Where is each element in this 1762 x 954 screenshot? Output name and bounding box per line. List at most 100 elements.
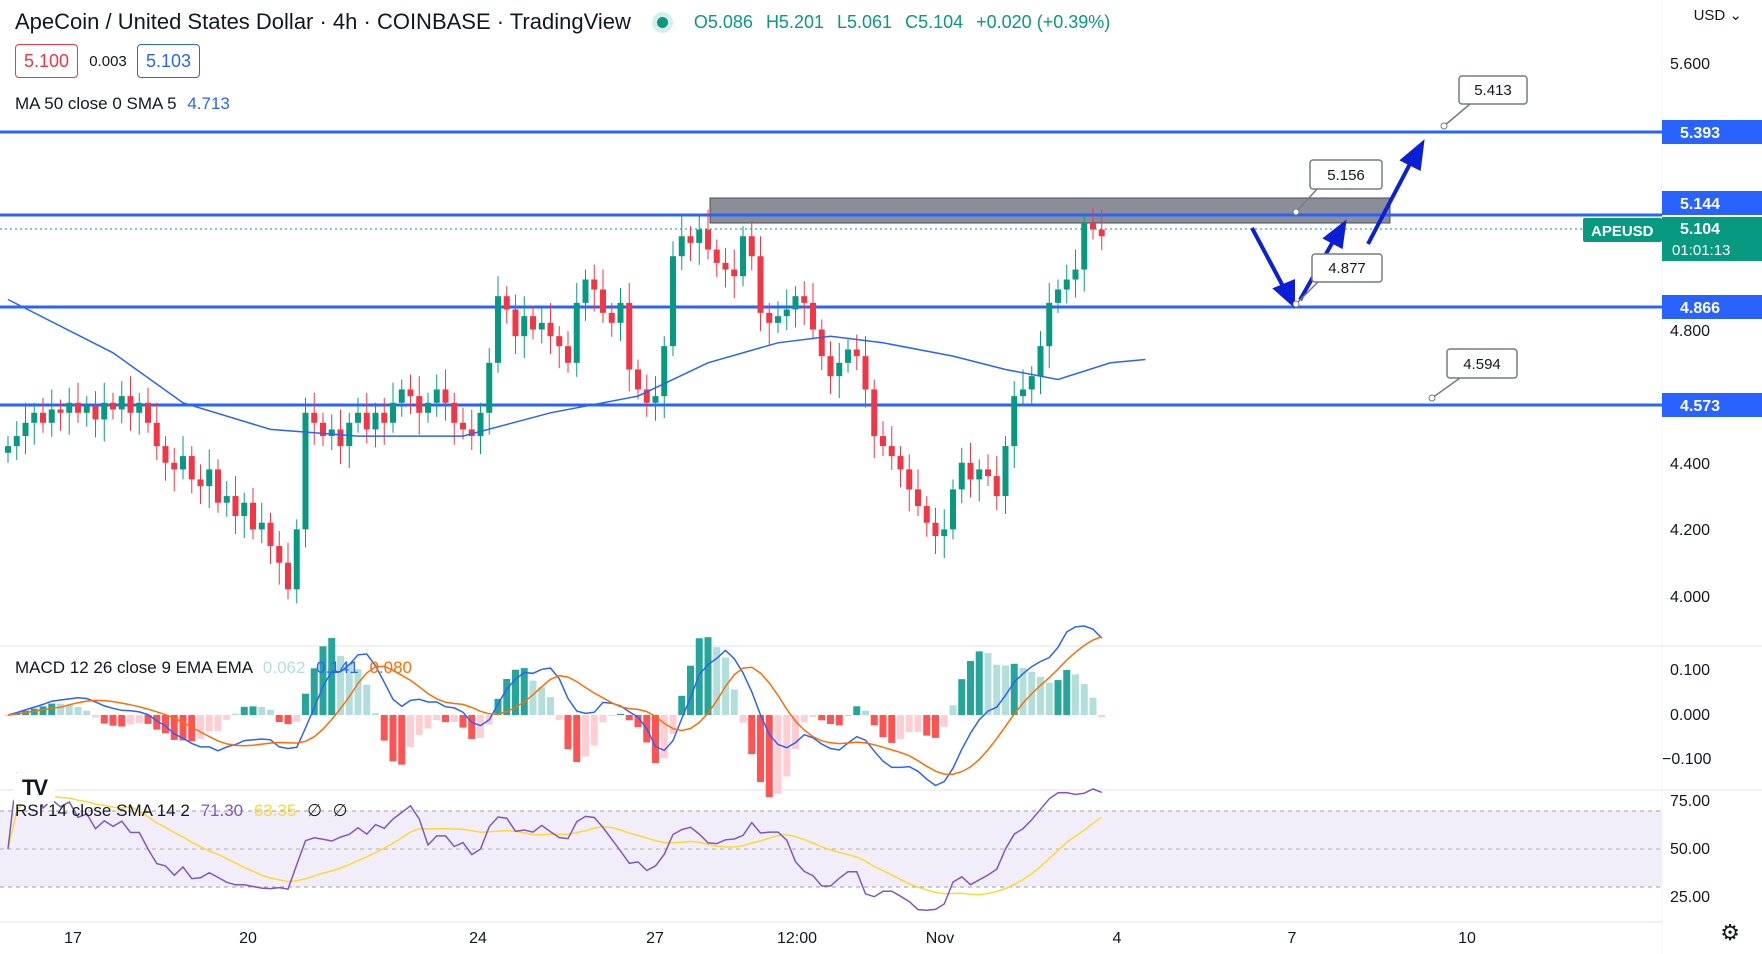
candle-body[interactable] bbox=[48, 409, 55, 423]
projection-arrows[interactable] bbox=[1250, 139, 1425, 309]
candle-body[interactable] bbox=[810, 302, 816, 330]
candle-body[interactable] bbox=[486, 362, 493, 413]
callout-5413[interactable]: 5.413 bbox=[1440, 75, 1528, 130]
callout-4877[interactable]: 4.877 bbox=[1292, 253, 1383, 308]
rsi-legend[interactable]: RSI 14 close SMA 14 2 71.30 63.35 ∅ ∅ bbox=[15, 801, 347, 821]
candle-body[interactable] bbox=[1063, 279, 1070, 290]
candle-body[interactable] bbox=[285, 562, 291, 590]
candle-body[interactable] bbox=[932, 522, 939, 537]
candle-body[interactable] bbox=[215, 469, 221, 503]
candle-body[interactable] bbox=[801, 296, 808, 303]
candle-body[interactable] bbox=[853, 349, 860, 357]
candle-body[interactable] bbox=[363, 412, 370, 430]
candle-body[interactable] bbox=[985, 469, 991, 477]
callout-4594[interactable]: 4.594 bbox=[1428, 348, 1518, 402]
candle-body[interactable] bbox=[976, 469, 983, 480]
candle-body[interactable] bbox=[101, 402, 108, 420]
candle-body[interactable] bbox=[521, 316, 528, 337]
candle-body[interactable] bbox=[1090, 222, 1096, 230]
arrow-down[interactable] bbox=[1250, 227, 1287, 291]
badge-4573[interactable] bbox=[1662, 393, 1762, 417]
candle-body[interactable] bbox=[468, 429, 475, 437]
candle-body[interactable] bbox=[845, 349, 851, 363]
candle-body[interactable] bbox=[530, 316, 536, 330]
candle-body[interactable] bbox=[600, 289, 606, 313]
candle-body[interactable] bbox=[740, 236, 746, 277]
candle-body[interactable] bbox=[1072, 269, 1079, 280]
candle-body[interactable] bbox=[1011, 396, 1018, 447]
candle-body[interactable] bbox=[40, 412, 46, 423]
candle-body[interactable] bbox=[293, 529, 300, 590]
candle-body[interactable] bbox=[31, 412, 38, 423]
candle-body[interactable] bbox=[626, 302, 633, 370]
candle-body[interactable] bbox=[1081, 222, 1088, 270]
candle-body[interactable] bbox=[398, 389, 405, 403]
candle-body[interactable] bbox=[442, 389, 449, 403]
candle-body[interactable] bbox=[993, 476, 1000, 497]
resistance-zone[interactable] bbox=[709, 197, 1391, 224]
candle-body[interactable] bbox=[941, 529, 948, 537]
candle-body[interactable] bbox=[556, 336, 563, 347]
candle-body[interactable] bbox=[670, 256, 676, 347]
candle-body[interactable] bbox=[232, 496, 239, 517]
candle-body[interactable] bbox=[267, 522, 274, 547]
candle-body[interactable] bbox=[652, 396, 659, 403]
candle-body[interactable] bbox=[390, 402, 396, 423]
candle-body[interactable] bbox=[320, 422, 326, 437]
candle-body[interactable] bbox=[696, 229, 703, 243]
candle-body[interactable] bbox=[565, 346, 571, 363]
candle-body[interactable] bbox=[705, 229, 711, 250]
badge-5393[interactable] bbox=[1662, 120, 1762, 144]
market-status-icon[interactable] bbox=[656, 16, 668, 28]
candle-body[interactable] bbox=[162, 446, 169, 463]
candle-body[interactable] bbox=[766, 312, 773, 323]
candle-body[interactable] bbox=[416, 396, 423, 413]
candle-body[interactable] bbox=[547, 322, 554, 337]
candle-body[interactable] bbox=[241, 502, 248, 517]
candle-body[interactable] bbox=[1055, 289, 1061, 303]
candle-body[interactable] bbox=[433, 389, 440, 403]
candle-body[interactable] bbox=[862, 356, 869, 390]
candle-body[interactable] bbox=[451, 402, 458, 423]
candle-body[interactable] bbox=[608, 312, 615, 323]
rsi-line[interactable] bbox=[7, 772, 1103, 911]
symbol-tag[interactable] bbox=[1583, 218, 1662, 242]
candle-body[interactable] bbox=[958, 462, 965, 490]
candle-body[interactable] bbox=[13, 436, 20, 447]
buy-button[interactable]: 5.103 bbox=[137, 44, 200, 78]
candle-body[interactable] bbox=[871, 389, 878, 437]
macd-legend[interactable]: MACD 12 26 close 9 EMA EMA 0.062 0.141 0… bbox=[15, 658, 412, 678]
candle-body[interactable] bbox=[661, 346, 668, 397]
candle-body[interactable] bbox=[573, 302, 580, 363]
candle-body[interactable] bbox=[757, 256, 764, 313]
candle-body[interactable] bbox=[897, 456, 904, 470]
sell-button[interactable]: 5.100 bbox=[15, 44, 78, 78]
candle-body[interactable] bbox=[906, 469, 913, 490]
candle-body[interactable] bbox=[460, 422, 466, 430]
candle-body[interactable] bbox=[407, 389, 414, 397]
candle-body[interactable] bbox=[223, 496, 230, 503]
macd-signal-line[interactable] bbox=[7, 635, 1103, 775]
candle-body[interactable] bbox=[1002, 446, 1009, 497]
candle-body[interactable] bbox=[136, 402, 143, 413]
candle-body[interactable] bbox=[1037, 346, 1044, 377]
candle-body[interactable] bbox=[512, 309, 519, 337]
candle-body[interactable] bbox=[722, 262, 729, 270]
badge-4866[interactable] bbox=[1662, 295, 1762, 319]
candle-body[interactable] bbox=[346, 422, 353, 447]
candle-body[interactable] bbox=[355, 412, 361, 423]
candle-body[interactable] bbox=[328, 429, 335, 437]
candle-body[interactable] bbox=[827, 356, 834, 377]
candles-group[interactable] bbox=[5, 207, 1105, 604]
candle-body[interactable] bbox=[75, 402, 81, 413]
candle-body[interactable] bbox=[197, 479, 204, 487]
candle-body[interactable] bbox=[171, 462, 178, 470]
badge-5144[interactable] bbox=[1662, 191, 1762, 215]
candle-body[interactable] bbox=[687, 236, 694, 243]
current-price-badge[interactable] bbox=[1662, 217, 1762, 261]
candle-body[interactable] bbox=[118, 396, 125, 410]
candle-body[interactable] bbox=[425, 402, 431, 413]
candle-body[interactable] bbox=[5, 446, 11, 453]
candle-body[interactable] bbox=[145, 402, 151, 423]
candle-body[interactable] bbox=[836, 362, 843, 377]
